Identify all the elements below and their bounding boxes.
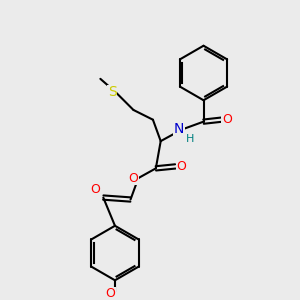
- Text: O: O: [222, 113, 232, 126]
- Text: O: O: [176, 160, 186, 173]
- Text: S: S: [108, 85, 116, 100]
- Text: N: N: [174, 122, 184, 136]
- Text: O: O: [128, 172, 138, 184]
- Text: O: O: [91, 183, 100, 196]
- Text: O: O: [105, 287, 115, 300]
- Text: H: H: [186, 134, 194, 144]
